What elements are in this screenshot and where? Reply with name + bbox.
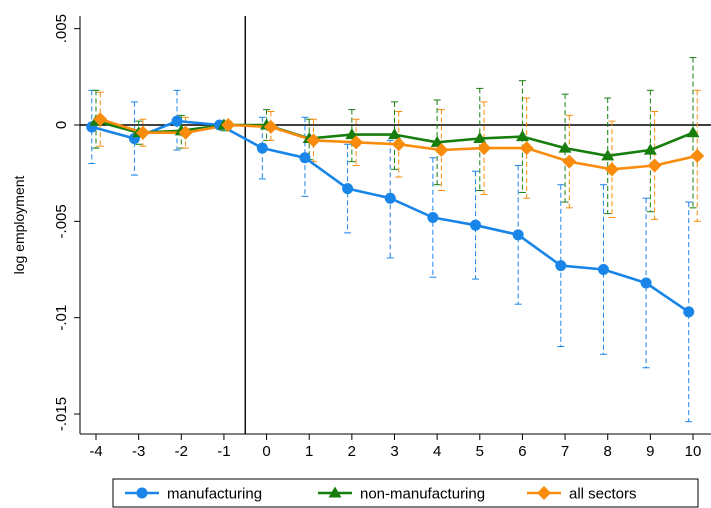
x-tick-label: -3: [132, 443, 145, 460]
point-all-sectors: [221, 118, 236, 132]
legend-marker-non-manufacturing: [328, 486, 342, 498]
point-manufacturing: [640, 277, 652, 289]
point-manufacturing: [555, 260, 567, 272]
legend-box: [112, 478, 699, 508]
legend-marker-manufacturing: [136, 487, 148, 499]
point-all-sectors: [93, 112, 108, 127]
axes: -4 -3 -2 -1 0 1 2 3 4 5 6 7 8 9 10 .005 0 -.005 -.01 -.015: [53, 14, 711, 460]
reference-lines: [80, 16, 711, 434]
point-manufacturing: [512, 229, 524, 241]
legend-label-manufacturing: manufacturing: [167, 486, 262, 503]
point-all-sectors: [690, 148, 705, 163]
legend-label-non-manufacturing: non-manufacturing: [360, 486, 485, 503]
point-manufacturing: [171, 115, 183, 127]
point-all-sectors: [263, 119, 278, 134]
x-tick-label: 5: [476, 443, 484, 460]
point-all-sectors: [604, 162, 619, 177]
x-tick-label: 8: [604, 443, 612, 460]
x-tick-label: 10: [685, 443, 702, 460]
point-manufacturing: [342, 183, 354, 195]
legend-label-all-sectors: all sectors: [569, 486, 637, 503]
x-tick-label: 2: [348, 443, 356, 460]
x-tick-label: 6: [518, 443, 526, 460]
point-all-sectors: [178, 125, 193, 140]
point-all-sectors: [647, 158, 662, 173]
series-markers: [86, 112, 705, 318]
y-tick-label: .005: [53, 14, 70, 43]
x-tick-label: -1: [217, 443, 230, 460]
x-tick-label: 3: [390, 443, 398, 460]
x-tick-label: 9: [646, 443, 654, 460]
y-tick-label: 0: [53, 121, 70, 129]
y-axis-title: log employment: [11, 175, 27, 274]
point-manufacturing: [683, 306, 695, 318]
y-tick-label: -.005: [53, 204, 70, 238]
point-all-sectors: [349, 135, 364, 150]
point-non-manufacturing: [558, 141, 572, 153]
point-non-manufacturing: [686, 126, 700, 138]
point-non-manufacturing: [601, 149, 615, 161]
point-non-manufacturing: [643, 143, 657, 155]
legend-marker-all-sectors: [537, 486, 551, 500]
y-tick-label: -.01: [53, 305, 70, 331]
point-non-manufacturing: [473, 131, 487, 144]
point-manufacturing: [597, 264, 609, 275]
point-all-sectors: [477, 141, 492, 156]
point-manufacturing: [299, 152, 311, 164]
point-manufacturing: [427, 211, 439, 223]
point-all-sectors: [135, 125, 150, 140]
point-all-sectors: [519, 141, 534, 156]
point-all-sectors: [562, 154, 577, 169]
y-tick-label: -.015: [53, 397, 70, 431]
plot-area: [80, 16, 711, 434]
x-tick-label: 4: [433, 443, 441, 460]
point-manufacturing: [470, 219, 482, 231]
point-manufacturing: [256, 142, 268, 154]
x-tick-label: 1: [305, 443, 313, 460]
point-non-manufacturing: [515, 130, 529, 142]
x-tick-label: 0: [262, 443, 270, 460]
point-manufacturing: [384, 192, 396, 204]
point-all-sectors: [306, 133, 321, 148]
x-tick-label: -4: [89, 443, 102, 460]
legend: manufacturing non-manufacturing all sector…: [112, 478, 699, 508]
x-tick-label: 7: [561, 443, 569, 460]
point-all-sectors: [434, 143, 449, 158]
point-non-manufacturing: [388, 128, 401, 140]
point-all-sectors: [391, 137, 406, 152]
x-tick-label: -2: [175, 443, 188, 460]
